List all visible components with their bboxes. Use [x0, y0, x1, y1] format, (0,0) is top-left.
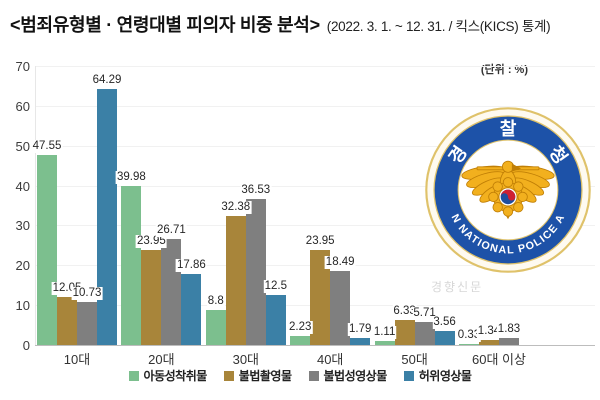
page-title: <범죄유형별 · 연령대별 피의자 비중 분석>	[10, 15, 320, 35]
legend-label: 불법촬영물	[238, 369, 292, 383]
bar	[479, 339, 499, 345]
x-axis-label: 50대	[401, 352, 428, 367]
bar-value-label: 23.95	[136, 234, 167, 248]
bar-value-label: 39.98	[116, 170, 147, 184]
bar	[330, 271, 351, 345]
legend-swatch	[308, 370, 319, 381]
bar-value-label: 26.71	[156, 223, 187, 237]
legend-label: 아동성착취물	[143, 369, 208, 383]
y-axis-label: 10	[15, 298, 30, 314]
gridline	[35, 185, 595, 187]
bar-value-label: 12.5	[263, 280, 288, 294]
bar-value-label: 3.56	[432, 315, 457, 329]
bar	[37, 155, 57, 345]
bar-value-label: 6.33	[392, 304, 417, 318]
bar-value-label: 47.55	[31, 140, 63, 154]
logo-korean-char: 찰	[500, 119, 517, 139]
legend-swatch	[403, 370, 414, 381]
bar	[290, 336, 311, 345]
eagle-emblem	[461, 160, 555, 220]
y-axis-line	[35, 66, 36, 345]
bar-value-label: 1.34	[476, 324, 502, 338]
bar-value-label: 17.86	[176, 258, 207, 272]
bar	[414, 322, 435, 345]
taegeuk	[500, 189, 516, 205]
x-axis-label: 40대	[316, 352, 344, 367]
title-row: <범죄유형별 · 연령대별 피의자 비중 분석> (2022. 3. 1. ~ 1…	[10, 11, 551, 37]
bar	[459, 343, 479, 345]
x-axis-line	[35, 345, 595, 346]
watermark: 경향신문	[431, 280, 484, 294]
legend-label: 불법성영상물	[323, 369, 388, 383]
bar	[57, 296, 77, 345]
bar-value-label: 64.29	[91, 73, 123, 87]
x-axis-label: 10대	[63, 352, 91, 367]
y-axis-label: 40	[15, 178, 30, 194]
x-axis-label: 30대	[232, 352, 260, 367]
bar	[121, 185, 142, 345]
bar	[205, 309, 226, 345]
eagle-beak	[511, 163, 522, 172]
legend-item: 불법성영상물	[308, 367, 388, 384]
bar-value-label: 23.95	[304, 234, 336, 248]
bar	[350, 337, 371, 345]
bar	[265, 295, 286, 345]
y-axis-label: 0	[22, 338, 30, 353]
x-axis-label: 20대	[148, 352, 175, 367]
page-subtitle: (2022. 3. 1. ~ 12. 31. / 킥스(KICS) 통계)	[326, 19, 551, 34]
y-axis-label: 50	[15, 138, 30, 154]
bar-value-label: 32.38	[220, 200, 252, 214]
bar	[161, 238, 182, 345]
bar	[394, 319, 415, 345]
gridline	[35, 225, 595, 227]
bar-value-label: 10.73	[71, 287, 103, 301]
bar-value-label: 18.49	[324, 256, 356, 270]
bar-value-label: 36.53	[240, 184, 272, 198]
bar	[310, 249, 331, 345]
y-axis-label: 60	[15, 98, 30, 114]
bar-value-label: 8.8	[206, 294, 225, 308]
unit-label: (단위 : %)	[480, 64, 528, 76]
legend-item: 허위영상물	[403, 367, 472, 384]
gridline	[35, 66, 595, 67]
x-axis-label: 60대 이상	[472, 352, 526, 367]
bar-value-label: 5.71	[412, 307, 437, 321]
knpa-logo: 경찰청 KOREAN NATIONAL POLICE AGENCY	[425, 107, 591, 273]
y-axis-label: 20	[15, 258, 30, 274]
bar	[434, 330, 455, 345]
legend-item: 아동성착취물	[128, 367, 208, 384]
bar	[77, 302, 97, 345]
bar	[374, 340, 395, 345]
chart-legend: 아동성착취물 불법촬영물 불법성영상물 허위영상물	[0, 367, 600, 384]
y-axis-label: 30	[15, 218, 30, 234]
bar-value-label: 0.33	[456, 328, 482, 342]
bar	[245, 199, 266, 345]
bar	[499, 337, 519, 345]
gridline	[35, 145, 595, 147]
bar-value-label: 1.83	[496, 322, 522, 336]
y-axis-label: 70	[15, 59, 30, 74]
bar-value-label: 1.79	[347, 322, 373, 336]
legend-label: 허위영상물	[418, 369, 472, 383]
legend-swatch	[223, 370, 234, 381]
bar	[181, 273, 202, 345]
bar-value-label: 2.23	[287, 321, 313, 335]
bar	[141, 249, 162, 345]
gridline	[35, 105, 595, 107]
legend-swatch	[128, 370, 139, 381]
legend-item: 불법촬영물	[223, 367, 292, 384]
bar	[97, 88, 117, 345]
bar-value-label: 1.11	[372, 325, 397, 339]
bar	[225, 215, 246, 345]
